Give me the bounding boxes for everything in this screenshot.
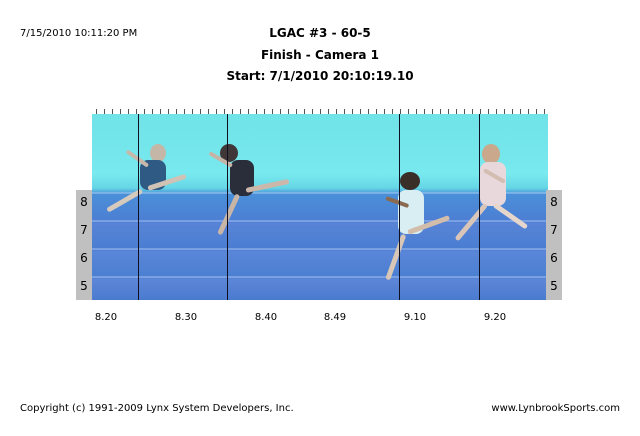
- ruler-tick: [480, 109, 481, 114]
- camera-subtitle: Finish - Camera 1: [260, 48, 380, 62]
- time-cursor-line: [479, 114, 480, 300]
- ruler-tick: [376, 109, 377, 114]
- ruler-tick: [472, 109, 473, 114]
- time-tick-label: 8.49: [323, 312, 347, 323]
- time-tick-label: 8.40: [254, 312, 278, 323]
- ruler-tick: [464, 109, 465, 114]
- timestamp: 7/15/2010 10:11:20 PM: [20, 28, 138, 39]
- ruler-tick: [288, 109, 289, 114]
- ruler-tick: [504, 109, 505, 114]
- ruler-tick: [344, 109, 345, 114]
- ruler-tick: [408, 109, 409, 114]
- ruler-tick: [400, 109, 401, 114]
- ruler-tick: [152, 109, 153, 114]
- start-time: Start: 7/1/2010 20:10:19.10: [226, 69, 414, 83]
- ruler-tick: [232, 109, 233, 114]
- ruler-tick: [456, 109, 457, 114]
- ruler-tick: [144, 109, 145, 114]
- ruler-tick: [200, 109, 201, 114]
- lane-line: [92, 220, 548, 222]
- ruler-tick: [240, 109, 241, 114]
- ruler-tick: [520, 109, 521, 114]
- race-title: LGAC #3 - 60-5: [269, 26, 371, 40]
- ruler-tick: [328, 109, 329, 114]
- ruler-tick: [496, 109, 497, 114]
- copyright-text: Copyright (c) 1991-2009 Lynx System Deve…: [20, 403, 294, 414]
- ruler-tick: [296, 109, 297, 114]
- ruler-tick: [368, 109, 369, 114]
- ruler-tick: [192, 109, 193, 114]
- finish-photo: [92, 114, 548, 300]
- ruler-tick: [96, 109, 97, 114]
- ruler-tick: [112, 109, 113, 114]
- ruler-tick: [384, 109, 385, 114]
- ruler-tick: [160, 109, 161, 114]
- time-tick-label: 8.20: [94, 312, 118, 323]
- ruler-tick: [360, 109, 361, 114]
- lane-label-right: 6: [546, 246, 562, 274]
- lane-line: [92, 192, 548, 194]
- lane-line: [92, 276, 548, 278]
- website-link[interactable]: www.LynbrookSports.com: [491, 403, 620, 414]
- lane-label-right: 8: [546, 190, 562, 218]
- ruler-tick: [128, 109, 129, 114]
- time-tick-label: 9.20: [483, 312, 507, 323]
- lane-label-left: 7: [76, 218, 92, 246]
- ruler-tick: [416, 109, 417, 114]
- ruler-tick: [312, 109, 313, 114]
- ruler-tick: [528, 109, 529, 114]
- lane-line: [92, 248, 548, 250]
- ruler-tick: [120, 109, 121, 114]
- ruler-tick: [104, 109, 105, 114]
- lane-label-left: 8: [76, 190, 92, 218]
- ruler-tick: [280, 109, 281, 114]
- time-ruler: [92, 104, 548, 114]
- ruler-tick: [432, 109, 433, 114]
- ruler-tick: [336, 109, 337, 114]
- ruler-tick: [536, 109, 537, 114]
- ruler-tick: [208, 109, 209, 114]
- ruler-tick: [224, 109, 225, 114]
- ruler-tick: [264, 109, 265, 114]
- ruler-tick: [272, 109, 273, 114]
- ruler-tick: [512, 109, 513, 114]
- lane-label-left: 5: [76, 274, 92, 300]
- ruler-tick: [320, 109, 321, 114]
- ruler-tick: [176, 109, 177, 114]
- ruler-tick: [184, 109, 185, 114]
- time-tick-label: 8.30: [174, 312, 198, 323]
- ruler-tick: [248, 109, 249, 114]
- time-cursor-line: [227, 114, 228, 300]
- time-cursor-line: [138, 114, 139, 300]
- lane-label-right: 7: [546, 218, 562, 246]
- ruler-tick: [424, 109, 425, 114]
- time-cursor-line: [399, 114, 400, 300]
- ruler-tick: [488, 109, 489, 114]
- ruler-tick: [136, 109, 137, 114]
- ruler-tick: [304, 109, 305, 114]
- ruler-tick: [216, 109, 217, 114]
- ruler-tick: [256, 109, 257, 114]
- lane-label-left: 6: [76, 246, 92, 274]
- ruler-tick: [392, 109, 393, 114]
- ruler-tick: [168, 109, 169, 114]
- time-tick-label: 9.10: [403, 312, 427, 323]
- ruler-tick: [352, 109, 353, 114]
- ruler-tick: [448, 109, 449, 114]
- lane-label-right: 5: [546, 274, 562, 300]
- time-axis: 8.20 8.30 8.40 8.49 9.10 9.20: [0, 312, 640, 326]
- ruler-tick: [544, 109, 545, 114]
- ruler-tick: [440, 109, 441, 114]
